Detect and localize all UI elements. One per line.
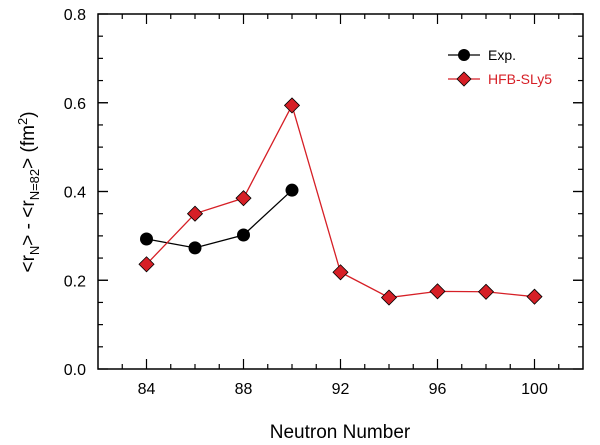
data-point-hfb (477, 283, 495, 300)
data-point-hfb (429, 283, 446, 300)
y-tick-label: 0.8 (64, 7, 86, 24)
data-point-hfb (138, 256, 155, 273)
x-tick-label: 96 (429, 381, 447, 398)
legend-label-exp: Exp. (488, 47, 516, 63)
legend-marker-hfb (456, 71, 472, 87)
y-axis-title-prefix: <r (18, 254, 39, 272)
data-point-exp (188, 241, 202, 255)
axis-ticks (98, 13, 583, 370)
x-axis-title: Neutron Number (270, 422, 411, 443)
series-layer (138, 97, 543, 306)
data-point-hfb (283, 97, 301, 114)
data-point-hfb (186, 205, 204, 222)
legend: Exp. HFB-SLy5 (448, 47, 552, 87)
tick-labels: 84 88 92 96 100 0.0 0.2 0.4 0.6 0.8 (64, 7, 548, 398)
legend-marker-exp (458, 49, 470, 61)
data-point-exp (140, 232, 153, 246)
data-point-exp (237, 228, 250, 242)
plot-frame (97, 13, 584, 370)
y-axis-title-sup: 2 (15, 118, 30, 125)
y-axis-title-mid: > - <r (18, 200, 39, 246)
y-axis-title-end: > (fm (18, 125, 39, 169)
y-tick-label: 0.4 (64, 185, 86, 202)
data-point-exp (285, 183, 299, 197)
x-tick-label: 88 (235, 381, 253, 398)
data-point-hfb (235, 190, 252, 207)
y-axis-title-sub2: N=82 (27, 169, 42, 200)
x-tick-label: 84 (138, 381, 156, 398)
x-tick-label: 92 (332, 381, 350, 398)
y-tick-label: 0.2 (64, 273, 86, 290)
series-line-exp (146, 189, 293, 249)
y-tick-label: 0.6 (64, 96, 86, 113)
y-tick-label: 0.0 (64, 362, 86, 379)
y-axis-title-close: ) (18, 111, 39, 117)
y-axis-title-sub1: N (27, 246, 42, 255)
data-point-hfb (332, 264, 349, 281)
data-point-hfb (526, 288, 543, 305)
legend-label-hfb: HFB-SLy5 (488, 71, 552, 87)
data-point-hfb (380, 289, 398, 306)
y-axis-title: <rN> - <rN=82> (fm2) (15, 111, 42, 272)
x-tick-label: 100 (521, 381, 548, 398)
